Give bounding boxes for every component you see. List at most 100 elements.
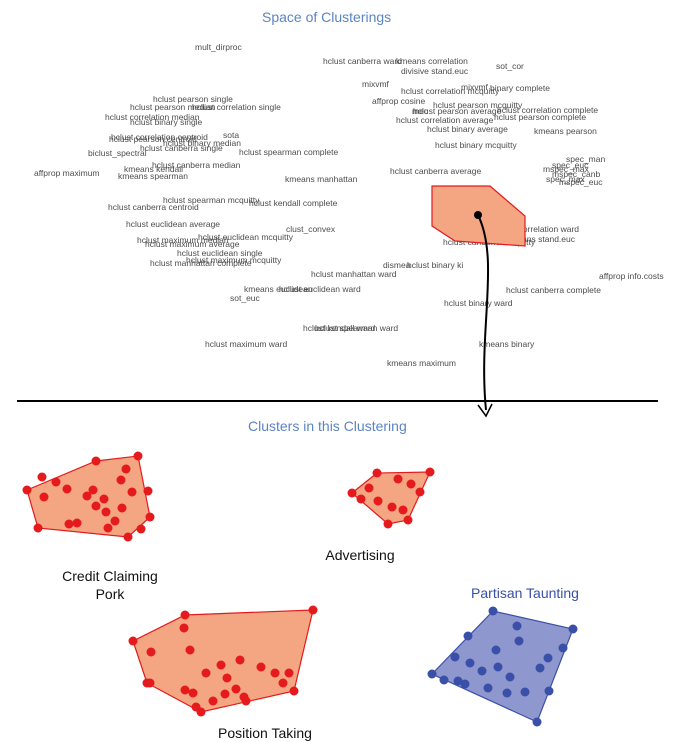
clustering-method-label: hclust spearman mcquitty (163, 195, 260, 205)
document-point (99, 494, 109, 504)
selection-arrow (477, 214, 490, 411)
clustering-method-label: hclust kendall complete (249, 198, 338, 208)
clustering-method-label: divisive stand.euc (401, 66, 469, 76)
document-point (220, 689, 230, 699)
document-point (216, 660, 226, 670)
clustering-method-label: hclust correlation centroid (111, 132, 208, 142)
document-point (180, 610, 190, 620)
clustering-method-label: mult_dirproc (195, 42, 242, 52)
document-point (39, 492, 49, 502)
document-point (364, 483, 374, 493)
clustering-method-label: hclust correlation single (192, 102, 281, 112)
document-point (284, 668, 294, 678)
clustering-method-label: sota (223, 130, 240, 140)
clustering-method-label: hclust canberra single (140, 143, 223, 153)
clustering-method-label: hclust maximum median (137, 235, 229, 245)
document-point (387, 502, 397, 512)
document-point (558, 643, 568, 653)
clustering-method-label: hclust binary ki (407, 260, 464, 270)
document-point (185, 645, 195, 655)
document-point (136, 524, 146, 534)
document-point (235, 655, 245, 665)
document-point (289, 686, 299, 696)
clustering-method-label: hclust pearson single (153, 94, 233, 104)
clustering-method-label: hclust binary ward (444, 298, 513, 308)
document-point (33, 523, 43, 533)
document-point (477, 666, 487, 676)
clustering-method-label: spec_man (566, 154, 606, 164)
clustering-method-label: kmeans pearson (534, 126, 597, 136)
document-point (123, 532, 133, 542)
clustering-method-label: hclust maximum ward (205, 339, 288, 349)
document-point (82, 491, 92, 501)
document-point (62, 484, 72, 494)
clustering-method-label: mspec_max (543, 164, 589, 174)
document-point (425, 467, 435, 477)
clustering-method-label: hclust binary median (163, 138, 241, 148)
document-point (483, 683, 493, 693)
clustering-method-label: affprop info.costs (599, 271, 664, 281)
document-point (116, 475, 126, 485)
clustering-method-label: spec_max (546, 174, 585, 184)
document-point (393, 474, 403, 484)
document-point (72, 518, 82, 528)
clustering-method-label: biclust_spectral (88, 148, 147, 158)
document-point (191, 702, 201, 712)
document-point (91, 456, 101, 466)
clustering-method-label: hclust pearson mcquitty (433, 100, 523, 110)
clustering-method-label: kmeans correlation (396, 56, 468, 66)
clustering-method-label: kmeans manhattan (285, 174, 358, 184)
clustering-method-label: spec_euc (552, 160, 589, 170)
document-point (278, 678, 288, 688)
document-point (91, 501, 101, 511)
document-point (535, 663, 545, 673)
document-point (347, 488, 357, 498)
document-point (373, 496, 383, 506)
clustering-method-label: hclust euclidean average (126, 219, 221, 229)
space-of-clusterings-title: Space of Clusterings (262, 9, 392, 25)
document-point (133, 451, 143, 461)
clustering-method-label: hclust binary average (427, 124, 508, 134)
clustering-method-label: hclust correlation mcquitty (401, 86, 500, 96)
document-point (270, 668, 280, 678)
document-point (488, 606, 498, 616)
clustering-method-label: kmeans spearman (118, 171, 188, 181)
clustering-method-label: kmeans kendall (124, 164, 184, 174)
clustering-method-label: kmeans maximum (387, 358, 456, 368)
clustering-method-label: dismea (383, 260, 411, 270)
document-point (256, 662, 266, 672)
document-point (146, 647, 156, 657)
clustering-method-label: binary complete (490, 83, 551, 93)
document-point (128, 636, 138, 646)
document-point (543, 653, 553, 663)
cluster-hull (430, 610, 574, 723)
clustering-method-label: hclust euclidean ward (279, 284, 361, 294)
document-point (201, 668, 211, 678)
document-point (403, 515, 413, 525)
clustering-method-label: affprop cosine (372, 96, 426, 106)
clustering-method-label: mixvmf (461, 82, 488, 92)
document-point (22, 485, 32, 495)
clustering-method-label: kmeans stand.euc (506, 234, 575, 244)
document-point (37, 472, 47, 482)
document-point (356, 494, 366, 504)
clustering-method-label: hclust binary single (130, 117, 203, 127)
document-point (64, 519, 74, 529)
document-point (101, 507, 111, 517)
document-point (415, 487, 425, 497)
document-point (460, 679, 470, 689)
clustering-method-label: mixvmf (362, 79, 389, 89)
document-point (502, 688, 512, 698)
document-point (463, 631, 473, 641)
document-point (427, 669, 437, 679)
clustering-method-label: hclust maximum average (145, 239, 240, 249)
document-point (512, 621, 522, 631)
clustering-method-label: clust_convex (286, 224, 336, 234)
document-point (439, 675, 449, 685)
clustering-method-label: mec (412, 106, 429, 116)
clustering-method-label: hclust maximum mcquitty (186, 255, 282, 265)
document-point (453, 676, 463, 686)
clustering-method-label: affprop maximum (34, 168, 100, 178)
clusters-in-clustering-title: Clusters in this Clustering (248, 418, 407, 434)
clustering-method-label: hclust euclidean mcquitty (198, 232, 293, 242)
